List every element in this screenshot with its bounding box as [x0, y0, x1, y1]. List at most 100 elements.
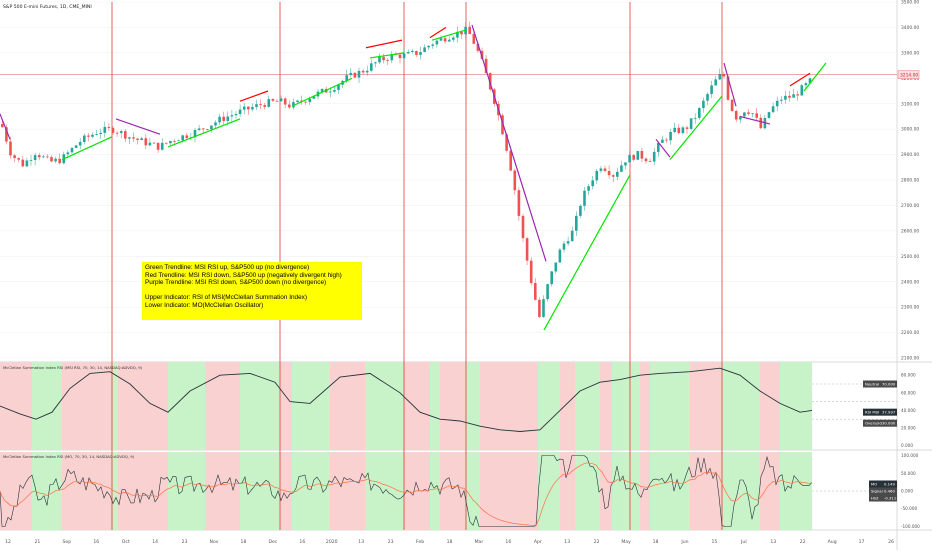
- red-trendline: [239, 90, 269, 102]
- candle-body: [349, 72, 353, 76]
- time-axis-label: 13: [770, 539, 776, 545]
- price-axis-tick: 3000.00: [901, 127, 919, 133]
- candle-body: [636, 150, 640, 160]
- time-axis-label: Apr: [534, 539, 542, 545]
- upper-band: [280, 362, 292, 450]
- candle-body: [140, 138, 143, 141]
- candle-body: [107, 126, 111, 128]
- candle-body: [628, 155, 631, 163]
- time-axis-label: 23: [388, 539, 394, 545]
- candle-body: [460, 31, 463, 35]
- candle-body: [300, 100, 303, 102]
- time-axis-label: 21: [35, 539, 41, 545]
- upper-axis-tick: 60.000: [901, 390, 916, 395]
- candle-body: [386, 60, 389, 61]
- candle-body: [595, 170, 599, 181]
- candle-body: [119, 131, 123, 134]
- price-axis-tick: 2600.00: [901, 228, 919, 234]
- green-trendline: [543, 174, 631, 331]
- upper-axis-tick: 80.000: [901, 373, 916, 378]
- candle-body: [435, 40, 439, 45]
- lower-indicator-title: McClellan Summation Index RSI (MO, 70, 3…: [3, 454, 135, 459]
- candle-body: [185, 135, 189, 139]
- upper-band: [112, 362, 118, 450]
- time-axis-label: 22: [800, 539, 806, 545]
- candle-body: [669, 132, 672, 141]
- candle-body: [771, 106, 775, 113]
- candle-body: [591, 180, 594, 187]
- price-axis-tick: 2200.00: [901, 330, 919, 336]
- mo-signal-line: [0, 462, 813, 526]
- candle-body: [37, 155, 41, 158]
- upper-band: [365, 362, 404, 450]
- candle-body: [431, 44, 435, 46]
- candle-body: [177, 140, 180, 142]
- candle-body: [730, 99, 734, 112]
- lower-band: [430, 452, 440, 530]
- upper-value-name: Neutral: [865, 382, 879, 387]
- time-axis-label: 18: [447, 539, 453, 545]
- price-axis-tick: 2800.00: [901, 178, 919, 184]
- upper-band: [600, 362, 612, 450]
- price-axis-tick: 3500.00: [901, 0, 919, 6]
- trendlines: [0, 24, 827, 331]
- candle-body: [345, 75, 348, 81]
- candle-body: [66, 152, 70, 155]
- candle-body: [657, 142, 660, 152]
- candle-body: [95, 134, 98, 135]
- time-axis-label: 14: [152, 539, 158, 545]
- price-axis-tick: 3300.00: [901, 50, 919, 56]
- lower-value-number: 0.460: [884, 489, 895, 494]
- candle-body: [472, 34, 476, 44]
- lower-value-tag: [869, 487, 897, 495]
- candle-body: [124, 131, 127, 139]
- candle-body: [693, 117, 697, 119]
- candle-body: [784, 95, 787, 100]
- candle-body: [579, 205, 582, 216]
- green-trendline: [431, 29, 467, 41]
- upper-band: [62, 362, 112, 450]
- candle-body: [718, 73, 722, 80]
- candle-body: [29, 160, 33, 161]
- candle-body: [365, 70, 369, 73]
- candle-body: [25, 160, 29, 167]
- candle-body: [644, 158, 648, 162]
- lower-band: [760, 452, 780, 530]
- candle-body: [611, 175, 615, 177]
- lower-band: [118, 452, 168, 530]
- price-axis-tick: 2300.00: [901, 305, 919, 311]
- candle-body: [751, 113, 754, 115]
- candle-body: [308, 98, 312, 103]
- candle-body: [616, 171, 619, 177]
- upper-band: [292, 362, 330, 450]
- candle-body: [468, 26, 471, 35]
- candle-body: [673, 127, 676, 133]
- candle-body: [42, 156, 45, 158]
- candle-body: [181, 135, 184, 141]
- upper-indicator-title: McClellan Summation Index RSI (MSI RSI, …: [3, 365, 143, 370]
- upper-band: [612, 362, 640, 450]
- candle-body: [329, 91, 332, 93]
- time-axis-label: Mar: [475, 539, 484, 545]
- upper-band: [404, 362, 430, 450]
- candle-body: [406, 52, 410, 54]
- candle-body: [361, 70, 365, 73]
- upper-axis-tick: 20.000: [901, 426, 916, 431]
- lower-value-number: 0.149: [884, 482, 895, 487]
- candle-body: [296, 100, 299, 103]
- time-axis-label: Jul: [740, 539, 747, 545]
- upper-band: [690, 362, 722, 450]
- candle-body: [87, 135, 90, 137]
- mo-line: [0, 455, 813, 527]
- time-axis-label: May: [621, 539, 631, 545]
- candle-body: [476, 43, 480, 51]
- candle-body: [378, 56, 381, 63]
- lower-value-tag: [869, 494, 897, 502]
- annotation-line: Green Trendline: MSI RSI up, S&P500 up (…: [145, 264, 310, 271]
- lower-axis-tick: 50.000: [901, 471, 916, 476]
- candle-body: [160, 142, 164, 150]
- candle-body: [419, 51, 422, 56]
- candle-body: [800, 85, 804, 96]
- candle-body: [603, 168, 607, 172]
- candle-body: [501, 115, 504, 135]
